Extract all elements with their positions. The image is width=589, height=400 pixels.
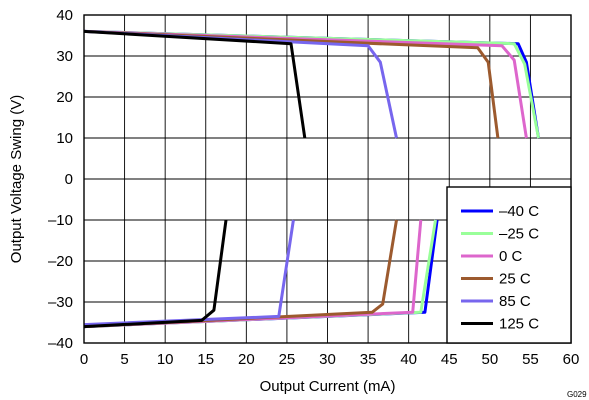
plot-frame [83, 14, 572, 344]
legend-label-5: 125 C [499, 316, 539, 333]
x-tick-label-0: 0 [80, 351, 88, 368]
x-tick-label-9: 45 [441, 351, 458, 368]
series-line-2-positive [83, 29, 528, 139]
x-tick-label-4: 20 [238, 351, 255, 368]
x-tick-label-12: 60 [563, 351, 580, 368]
legend: –40 C –25 C 0 C 25 C 85 C 125 C [446, 186, 572, 344]
y-tick-label-3: 10 [56, 130, 73, 147]
x-axis-label: Output Current (mA) [260, 378, 396, 395]
x-tick-label-6: 30 [319, 351, 336, 368]
legend-label-4: 85 C [499, 293, 531, 310]
y-tick-labels: 40 30 20 10 0 –10 –20 –30 –40 [48, 7, 73, 352]
y-tick-label-0: 40 [56, 7, 73, 24]
x-tick-label-8: 40 [400, 351, 417, 368]
series-line-5-negative [83, 219, 228, 329]
series-line-3-positive [83, 29, 500, 139]
x-tick-label-11: 55 [522, 351, 539, 368]
x-tick-label-5: 25 [279, 351, 296, 368]
y-tick-label-1: 30 [56, 48, 73, 65]
x-tick-label-10: 50 [481, 351, 498, 368]
legend-label-1: –25 C [499, 226, 539, 243]
y-tick-label-7: –30 [48, 294, 73, 311]
y-tick-label-5: –10 [48, 212, 73, 229]
y-tick-label-8: –40 [48, 335, 73, 352]
y-tick-label-6: –20 [48, 253, 73, 270]
legend-label-2: 0 C [499, 248, 523, 265]
x-tick-label-1: 5 [120, 351, 128, 368]
y-tick-label-4: 0 [65, 171, 73, 188]
x-tick-label-3: 15 [197, 351, 214, 368]
figure-id: G029 [567, 390, 587, 399]
legend-label-3: 25 C [499, 271, 531, 288]
data-series [83, 29, 540, 329]
legend-box [446, 186, 572, 344]
y-axis-label: Output Voltage Swing (V) [8, 95, 25, 263]
y-tick-label-2: 20 [56, 89, 73, 106]
x-tick-label-7: 35 [360, 351, 377, 368]
legend-label-0: –40 C [499, 203, 539, 220]
series-line-5-positive [83, 29, 307, 139]
x-tick-labels: 0 5 10 15 20 25 30 35 40 45 50 55 60 [80, 351, 580, 368]
x-tick-label-2: 10 [157, 351, 174, 368]
